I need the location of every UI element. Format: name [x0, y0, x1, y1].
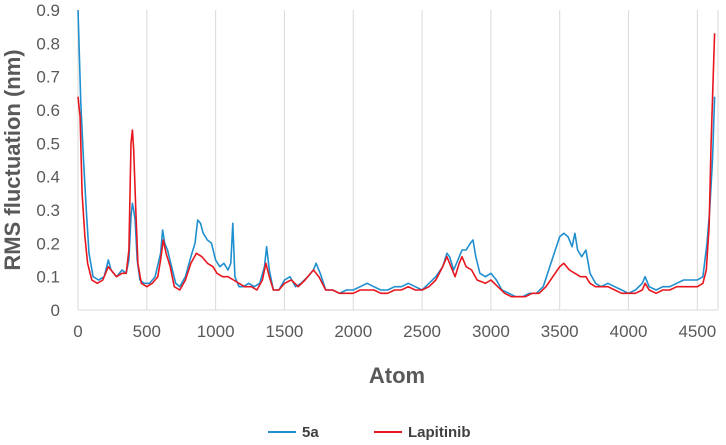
x-tick-label-3000: 3000: [472, 322, 510, 341]
y-tick-label-0.1: 0.1: [36, 268, 60, 287]
y-tick-label-0.8: 0.8: [36, 34, 60, 53]
x-tick-label-2500: 2500: [403, 322, 441, 341]
y-tick-label-0.9: 0.9: [36, 1, 60, 20]
x-tick-label-3500: 3500: [541, 322, 579, 341]
legend: 5a Lapitinib: [268, 424, 471, 441]
x-axis-title: Atom: [369, 363, 425, 388]
x-tick-label-2000: 2000: [334, 322, 372, 341]
y-tick-label-0.2: 0.2: [36, 234, 60, 253]
legend-label-lapitinib: Lapitinib: [408, 424, 471, 441]
x-tick-label-1500: 1500: [266, 322, 304, 341]
series-line-5a: [77, 9, 716, 298]
vertical-gridlines: [77, 10, 719, 311]
x-tick-label-1000: 1000: [197, 322, 235, 341]
x-tick-label-0: 0: [73, 322, 82, 341]
y-axis-title: RMS fluctuation (nm): [0, 49, 25, 270]
y-tick-label-0.6: 0.6: [36, 101, 60, 120]
y-tick-label-0.5: 0.5: [36, 134, 60, 153]
y-tick-label-0.4: 0.4: [36, 168, 60, 187]
y-tick-label-0.7: 0.7: [36, 68, 60, 87]
series-line-lapitinib: [77, 33, 716, 298]
y-tick-label-0.3: 0.3: [36, 201, 60, 220]
x-tick-label-4500: 4500: [678, 322, 716, 341]
x-axis: 0 500 1000 1500 2000 2500 3000 3500 4000 4500: [73, 322, 716, 341]
x-tick-label-500: 500: [133, 322, 161, 341]
y-axis: 0 0.1 0.2 0.3 0.4 0.5 0.6 0.7 0.8 0.9: [36, 1, 60, 320]
plot-lines: [77, 9, 716, 298]
legend-label-5a: 5a: [302, 424, 319, 441]
y-tick-label-0: 0: [51, 301, 60, 320]
x-tick-label-4000: 4000: [610, 322, 648, 341]
